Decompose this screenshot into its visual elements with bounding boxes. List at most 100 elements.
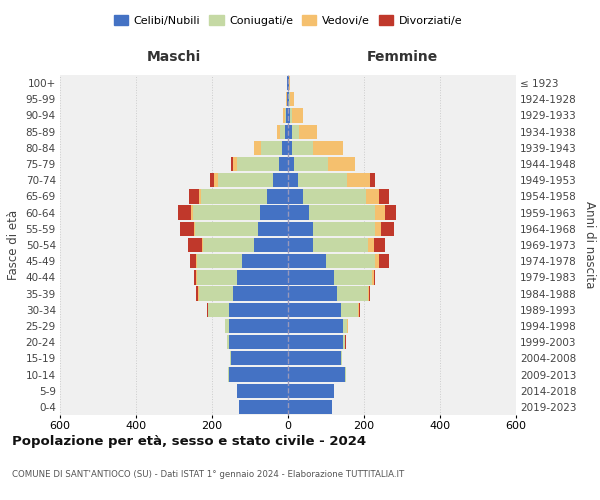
Bar [178, 206, 191, 220]
Bar [288, 351, 341, 366]
Text: Maschi: Maschi [147, 50, 201, 64]
Y-axis label: Anni di nascita: Anni di nascita [583, 202, 596, 288]
Bar [347, 173, 370, 188]
Bar [210, 173, 214, 188]
Bar [203, 238, 254, 252]
Y-axis label: Fasce di età: Fasce di età [7, 210, 20, 280]
Bar [313, 238, 368, 252]
Bar [196, 286, 199, 300]
Bar [197, 270, 236, 284]
Bar [257, 222, 288, 236]
Bar [277, 124, 280, 139]
Bar [202, 238, 203, 252]
Bar [288, 140, 292, 155]
Bar [288, 206, 309, 220]
Text: COMUNE DI SANT'ANTIOCO (SU) - Dati ISTAT 1° gennaio 2024 - Elaborazione TUTTITAL: COMUNE DI SANT'ANTIOCO (SU) - Dati ISTAT… [12, 470, 404, 479]
Bar [334, 270, 371, 284]
Bar [385, 206, 396, 220]
Bar [199, 286, 233, 300]
Bar [326, 254, 376, 268]
Bar [231, 351, 288, 366]
Bar [371, 270, 373, 284]
Bar [229, 335, 288, 349]
Bar [379, 254, 389, 268]
Bar [345, 368, 346, 382]
Bar [267, 190, 288, 203]
Bar [214, 173, 218, 188]
Bar [309, 206, 376, 220]
Bar [288, 173, 298, 188]
Bar [195, 222, 257, 236]
Bar [303, 190, 366, 203]
Bar [289, 92, 290, 106]
Bar [191, 206, 193, 220]
Text: Popolazione per età, sesso e stato civile - 2024: Popolazione per età, sesso e stato civil… [12, 435, 366, 448]
Bar [370, 173, 376, 188]
Bar [200, 190, 267, 203]
Bar [288, 335, 343, 349]
Bar [373, 238, 385, 252]
Bar [288, 400, 332, 414]
Bar [379, 190, 389, 203]
Bar [280, 124, 285, 139]
Bar [288, 254, 326, 268]
Bar [254, 238, 288, 252]
Bar [190, 254, 196, 268]
Bar [181, 222, 194, 236]
Bar [233, 286, 288, 300]
Bar [288, 157, 294, 171]
Bar [208, 302, 229, 317]
Bar [231, 157, 233, 171]
Bar [376, 254, 379, 268]
Bar [193, 206, 260, 220]
Bar [285, 108, 286, 122]
Bar [188, 238, 202, 252]
Bar [207, 302, 208, 317]
Bar [294, 157, 328, 171]
Bar [262, 140, 283, 155]
Bar [278, 157, 288, 171]
Bar [288, 319, 343, 333]
Bar [381, 222, 394, 236]
Bar [283, 140, 288, 155]
Bar [328, 157, 355, 171]
Bar [292, 124, 299, 139]
Bar [299, 124, 317, 139]
Bar [194, 222, 195, 236]
Bar [218, 173, 273, 188]
Bar [194, 270, 196, 284]
Bar [292, 140, 313, 155]
Bar [286, 108, 288, 122]
Bar [288, 190, 303, 203]
Bar [288, 238, 313, 252]
Bar [358, 302, 359, 317]
Bar [288, 384, 334, 398]
Bar [196, 270, 197, 284]
Bar [341, 351, 343, 366]
Bar [239, 400, 288, 414]
Bar [298, 173, 347, 188]
Bar [230, 351, 231, 366]
Bar [288, 92, 289, 106]
Bar [288, 286, 337, 300]
Bar [359, 302, 360, 317]
Bar [197, 254, 242, 268]
Bar [368, 238, 373, 252]
Bar [236, 384, 288, 398]
Bar [199, 190, 200, 203]
Bar [313, 140, 343, 155]
Bar [289, 76, 290, 90]
Bar [288, 302, 341, 317]
Bar [290, 108, 292, 122]
Bar [288, 368, 345, 382]
Bar [283, 108, 285, 122]
Bar [376, 222, 381, 236]
Bar [286, 92, 287, 106]
Bar [288, 124, 292, 139]
Bar [233, 157, 236, 171]
Bar [337, 286, 368, 300]
Bar [376, 206, 385, 220]
Bar [341, 302, 358, 317]
Bar [226, 319, 229, 333]
Bar [242, 254, 288, 268]
